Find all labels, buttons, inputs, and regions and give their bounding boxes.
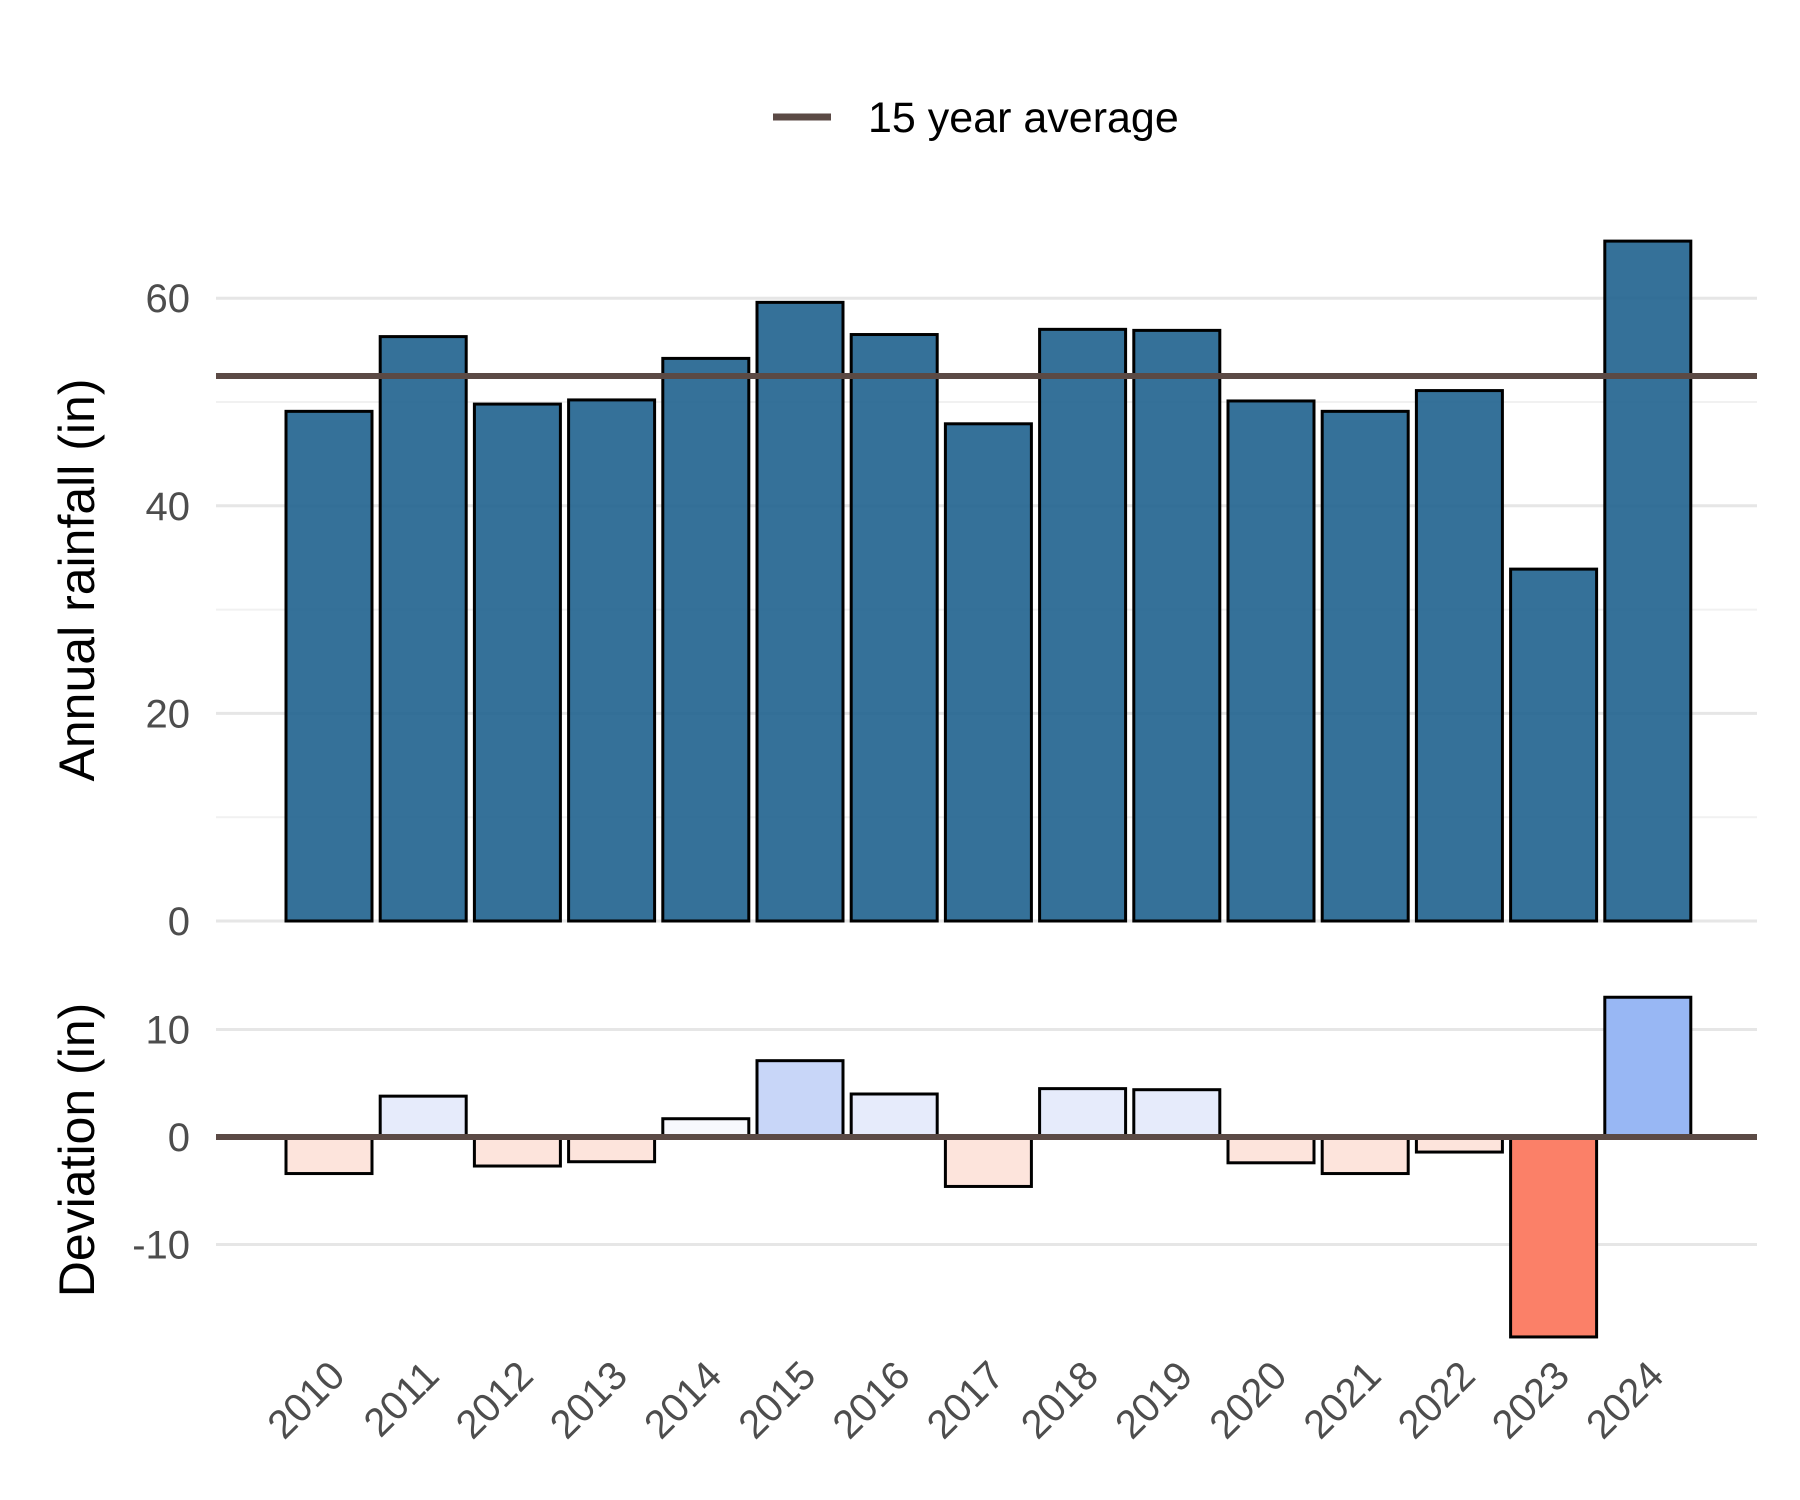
top-y-axis-title: Annual rainfall (in) (49, 379, 105, 782)
bottom-y-tick: -10 (132, 1224, 190, 1268)
rainfall-bar-2016 (849, 333, 939, 923)
deviation-bar-2016 (849, 1092, 939, 1139)
rainfall-bar-2012 (472, 402, 562, 923)
rainfall-bar-2015 (755, 300, 845, 923)
x-tick-label: 2021 (1296, 1353, 1390, 1447)
top-y-tick: 60 (146, 277, 191, 321)
deviation-bar-2015 (755, 1059, 845, 1139)
x-tick-label: 2011 (356, 1353, 448, 1445)
legend: 15 year average (773, 94, 1179, 142)
rainfall-bar-2017 (943, 422, 1033, 923)
rainfall-bar-2023 (1509, 567, 1599, 923)
deviation-bar-2023 (1509, 1135, 1599, 1339)
x-tick-label: 2016 (825, 1353, 919, 1447)
bottom-panel-grid (216, 1028, 1757, 1246)
deviation-bar-2011 (378, 1094, 468, 1139)
rainfall-bar-2024 (1603, 239, 1693, 923)
rainfall-bar-2021 (1320, 409, 1410, 923)
x-tick-label: 2020 (1201, 1353, 1295, 1447)
x-axis-ticks: 2010 2011 2012 2013 2014 2015 2016 2017 2018 2019… (259, 1353, 1672, 1447)
top-y-tick: 40 (146, 485, 191, 529)
x-tick-label: 2012 (448, 1353, 542, 1447)
x-tick-label: 2015 (730, 1353, 824, 1447)
bottom-y-tick: 0 (168, 1116, 190, 1160)
bottom-y-tick: 10 (146, 1009, 191, 1053)
x-tick-label: 2023 (1484, 1353, 1578, 1447)
x-tick-label: 2014 (636, 1353, 730, 1447)
deviation-bar-2012 (472, 1135, 562, 1168)
top-panel-y-ticks: 0 20 40 60 (146, 277, 191, 944)
rainfall-bar-2019 (1132, 328, 1222, 923)
deviation-bar-2021 (1320, 1135, 1410, 1176)
top-y-tick: 20 (146, 692, 191, 736)
deviation-bar-2013 (567, 1135, 657, 1164)
bottom-panel-y-ticks: -10 0 10 (132, 1009, 190, 1268)
x-tick-label: 2018 (1013, 1353, 1107, 1447)
x-tick-label: 2022 (1390, 1353, 1484, 1447)
x-tick-label: 2019 (1107, 1353, 1201, 1447)
deviation-bar-2010 (284, 1135, 374, 1176)
rainfall-bar-2018 (1038, 327, 1128, 923)
deviation-bar-2020 (1226, 1135, 1316, 1165)
x-tick-label: 2017 (919, 1353, 1013, 1447)
top-panel-bars (284, 239, 1693, 923)
x-tick-label: 2024 (1578, 1353, 1672, 1447)
bottom-y-axis-title: Deviation (in) (49, 1003, 105, 1298)
rainfall-bar-2013 (567, 398, 657, 923)
top-y-tick: 0 (168, 900, 190, 944)
rainfall-bar-2020 (1226, 399, 1316, 923)
deviation-bar-2019 (1132, 1088, 1222, 1139)
rainfall-bar-2022 (1414, 389, 1504, 923)
legend-average-label: 15 year average (868, 94, 1179, 142)
rainfall-bar-2010 (284, 409, 374, 923)
deviation-bar-2017 (943, 1135, 1033, 1188)
rainfall-bar-2011 (378, 335, 468, 923)
x-tick-label: 2010 (259, 1353, 353, 1447)
deviation-bar-2018 (1038, 1087, 1128, 1139)
bottom-panel-bars (284, 995, 1693, 1339)
deviation-bar-2024 (1603, 995, 1693, 1139)
rainfall-bar-2014 (661, 356, 751, 923)
x-tick-label: 2013 (542, 1353, 636, 1447)
